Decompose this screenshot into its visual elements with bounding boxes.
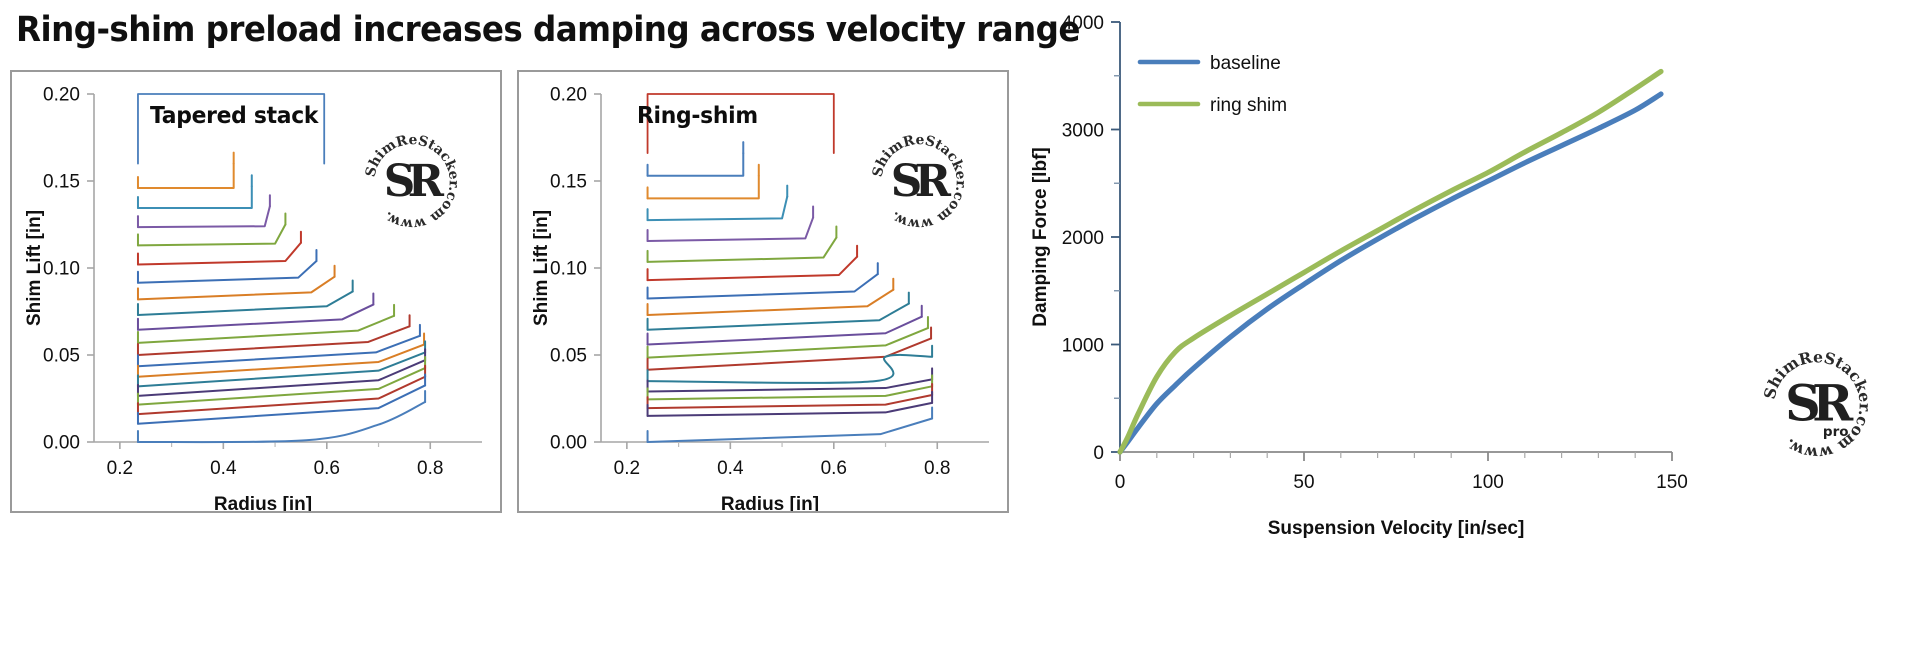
watermark-s-glyph: S: [891, 156, 923, 207]
chart-panel-ring-shim: 0.00 0.05 0.10 0.15 0.20 0.2 0.4 0.6 0.8 Shim Lif…: [517, 70, 1009, 513]
y-tick-label: 0.05: [550, 346, 587, 367]
shim-curve: [646, 236, 838, 263]
y-tick-label: 0.00: [43, 433, 80, 454]
shim-curve: [136, 400, 427, 444]
x-tick-label: 50: [1293, 472, 1314, 493]
x-axis-title: Suspension Velocity [in/sec]: [1268, 518, 1525, 539]
shim-curve: [646, 385, 934, 401]
x-tick-label: 150: [1656, 472, 1688, 493]
clamp-outline-path: [646, 93, 835, 155]
page-title: Ring-shim preload increases damping acro…: [16, 10, 1080, 50]
x-tick-label: 0.2: [614, 458, 640, 479]
y-tick-label: 0.10: [43, 259, 80, 280]
shim-curve: [136, 205, 271, 229]
shim-curve: [136, 275, 336, 301]
shim-curve: [646, 216, 815, 243]
x-tick-label: 0.8: [417, 458, 443, 479]
ring-shim-label: Ring-shim: [637, 103, 758, 129]
y-tick-label: 2000: [1062, 228, 1104, 249]
shim-curve: [646, 174, 760, 200]
watermark-pro-glyph: pro: [1823, 424, 1849, 440]
x-axis-title: Radius [in]: [214, 494, 312, 511]
y-tick-label: 0.10: [550, 259, 587, 280]
series-line-baseline: [1117, 91, 1664, 455]
shim-curve: [646, 195, 789, 222]
y-tick-label: 3000: [1062, 121, 1104, 142]
shim-curve: [646, 401, 934, 417]
y-tick-label: 0.20: [43, 85, 80, 106]
tapered-stack-label: Tapered stack: [150, 103, 319, 129]
shim-curve: [136, 325, 411, 356]
watermark-s-glyph: S: [384, 156, 416, 207]
x-tick-label: 0.4: [717, 458, 744, 479]
chart-panel-tapered-stack: 0.00 0.05 0.10 0.15 0.20 0.2 0.4 0.6 0.8 Shim Lif…: [10, 70, 502, 513]
shim-curve: [646, 353, 934, 384]
shim-curve: [136, 290, 354, 316]
shim-curve: [136, 314, 396, 344]
damping-force-plot: 0 1000 2000 3000 4000 0 50 100 150 Damping Force …: [1030, 13, 1893, 539]
shim-curve: [136, 384, 427, 425]
series-line-ring-shim: [1117, 68, 1664, 455]
y-tick-label: 0: [1093, 443, 1104, 464]
shim-curve: [136, 359, 427, 397]
shim-curve: [646, 315, 923, 346]
shim-curve: [646, 327, 929, 359]
shim-curve: [646, 255, 859, 282]
shim-curve: [646, 417, 934, 443]
x-tick-label: 0.8: [924, 458, 950, 479]
shim-curve: [136, 303, 375, 331]
x-tick-label: 0.2: [107, 458, 133, 479]
shim-curve: [136, 367, 427, 406]
y-tick-label: 4000: [1062, 13, 1104, 34]
shim-curve: [646, 288, 895, 316]
shimrestacker-watermark: ShimReStacker.com www.SR: [353, 117, 477, 245]
y-axis-title: Shim Lift [in]: [531, 210, 552, 326]
x-axis-title: Radius [in]: [721, 494, 819, 511]
y-tick-label: 0.20: [550, 85, 587, 106]
y-axis-title: Damping Force [lbf]: [1030, 147, 1051, 326]
ring-shim-plot: 0.00 0.05 0.10 0.15 0.20 0.2 0.4 0.6 0.8 Shim Lif…: [531, 85, 989, 511]
y-tick-label: 0.15: [550, 172, 587, 193]
y-tick-label: 0.00: [550, 433, 587, 454]
y-tick-label: 1000: [1062, 336, 1104, 357]
shimrestacker-watermark: ShimReStacker.com www.SR: [860, 117, 984, 245]
shim-curve: [646, 302, 910, 331]
watermark-r-glyph: R: [915, 156, 952, 207]
x-tick-label: 0.6: [314, 458, 340, 479]
chart-panel-damping-force: 0 1000 2000 3000 4000 0 50 100 150 Damping Force …: [1012, 0, 1920, 646]
x-tick-label: 0: [1115, 472, 1126, 493]
watermark-r-glyph: R: [1812, 375, 1854, 433]
y-axis-title: Shim Lift [in]: [24, 210, 45, 326]
shim-curve: [136, 375, 427, 416]
shim-curve: [136, 241, 302, 266]
legend-label: baseline: [1210, 53, 1281, 74]
legend-label: ring shim: [1210, 95, 1287, 116]
shim-curve: [136, 162, 235, 189]
shim-curve: [136, 223, 287, 247]
shim-curve: [136, 351, 427, 388]
x-tick-label: 0.6: [821, 458, 847, 479]
shim-curve: [136, 343, 426, 378]
watermark-r-glyph: R: [408, 156, 445, 207]
shim-curve: [646, 394, 934, 410]
y-tick-label: 0.05: [43, 346, 80, 367]
shim-curve: [136, 185, 253, 209]
shim-curve: [136, 260, 318, 284]
shim-curve: [646, 378, 934, 393]
shim-curve: [646, 273, 879, 300]
x-tick-label: 100: [1472, 472, 1504, 493]
y-tick-label: 0.15: [43, 172, 80, 193]
shim-curve: [646, 152, 745, 177]
shim-curve: [136, 334, 421, 368]
x-tick-label: 0.4: [210, 458, 237, 479]
clamp-outline-path: [137, 93, 326, 165]
tapered-stack-plot: 0.00 0.05 0.10 0.15 0.20 0.2 0.4 0.6 0.8 Shim Lif…: [24, 85, 482, 511]
watermark-s-glyph: S: [1785, 375, 1821, 433]
